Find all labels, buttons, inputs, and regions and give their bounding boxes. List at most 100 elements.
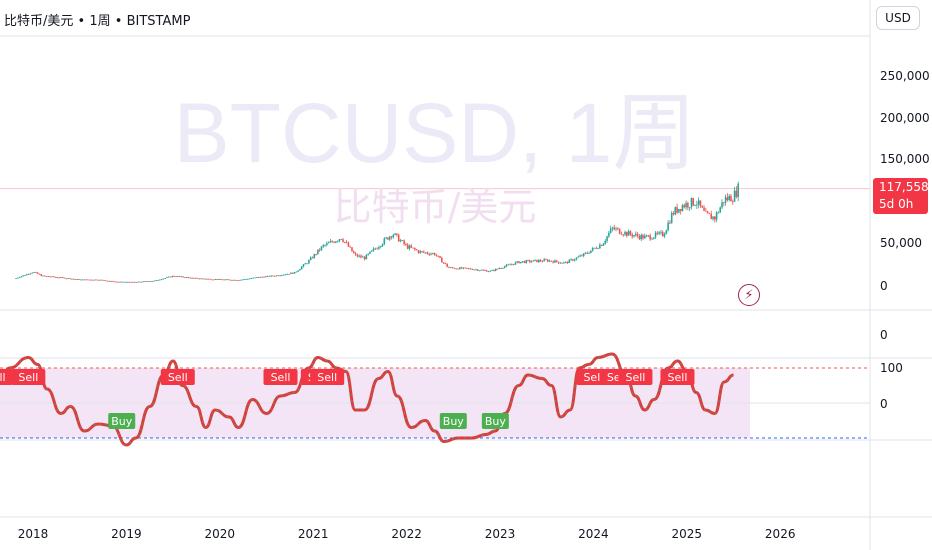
candle-body <box>239 279 242 281</box>
candle-body <box>247 278 249 280</box>
candle-body <box>315 254 317 255</box>
candle-body <box>546 259 549 262</box>
candle-body <box>441 257 443 263</box>
candle-body <box>15 278 17 279</box>
candle-body <box>329 241 332 243</box>
candle-body <box>683 205 686 208</box>
y-tick-label: 0 <box>880 328 888 342</box>
candle-body <box>331 241 334 242</box>
candle-body <box>376 248 378 250</box>
candle-body <box>626 231 628 236</box>
candle-body <box>49 276 52 278</box>
candle-body <box>88 279 91 281</box>
candle-body <box>588 253 590 254</box>
candle-body <box>273 275 276 277</box>
candle-body <box>108 280 111 282</box>
candle-body <box>162 278 165 280</box>
x-tick-label: 2023 <box>485 527 516 541</box>
lightning-icon[interactable]: ⚡ <box>738 284 760 306</box>
candle-body <box>227 279 229 281</box>
bar-countdown: 5d 0h <box>879 197 914 211</box>
candle-body <box>155 280 158 281</box>
candle-body <box>196 277 199 279</box>
candle-body <box>688 207 691 209</box>
y-tick-label: 250,000 <box>880 69 930 83</box>
candle-body <box>69 278 71 280</box>
candle-body <box>299 269 301 271</box>
candle-body <box>159 279 161 281</box>
candle-body <box>462 267 465 269</box>
candle-body <box>282 274 285 276</box>
buy-signal-label <box>108 413 136 429</box>
interval[interactable]: 1周 <box>89 14 111 29</box>
candle-body <box>730 195 732 202</box>
y-tick-label: 200,000 <box>880 111 930 125</box>
candle-body <box>559 262 562 264</box>
candle-body <box>347 242 350 247</box>
candle-body <box>200 278 202 280</box>
candle-body <box>599 244 601 249</box>
candle-body <box>392 234 395 238</box>
sell-signal-label <box>660 369 695 385</box>
candle-body <box>17 277 19 279</box>
candle-body <box>405 244 407 245</box>
candle-body <box>221 279 224 281</box>
sell-signal-text: Sell <box>18 371 38 384</box>
candle-body <box>595 247 598 249</box>
candle-body <box>502 267 504 269</box>
currency-button[interactable]: USD <box>876 6 920 30</box>
candle-body <box>128 281 131 283</box>
candle-body <box>631 234 633 237</box>
candle-body <box>53 276 55 278</box>
symbol-title[interactable]: 比特币/美元 • 1周 • BITSTAMP <box>4 10 190 29</box>
candle-body <box>378 247 380 249</box>
candle-body <box>96 279 98 281</box>
candle-body <box>669 222 671 224</box>
candle-body <box>701 205 704 208</box>
candle-body <box>491 270 493 271</box>
candle-body <box>308 260 310 264</box>
candle-body <box>728 195 730 201</box>
x-tick-label: 2018 <box>18 527 49 541</box>
candle-body <box>180 276 183 278</box>
candle-body <box>112 281 114 282</box>
candle-body <box>234 279 237 281</box>
candle-body <box>679 209 682 211</box>
candle-body <box>469 268 472 270</box>
candle-body <box>106 280 109 282</box>
candle-body <box>356 254 359 257</box>
y-tick-label: 50,000 <box>880 236 922 250</box>
candle-body <box>550 260 553 262</box>
candle-body <box>577 256 580 258</box>
candle-body <box>541 261 544 262</box>
candle-body <box>446 263 448 267</box>
candle-body <box>712 216 714 220</box>
candle-body <box>63 277 66 279</box>
candle-body <box>182 276 184 278</box>
candle-body <box>388 236 391 240</box>
candle-body <box>87 279 89 281</box>
candle-body <box>115 281 118 283</box>
candle-body <box>58 277 61 279</box>
candle-body <box>342 239 344 242</box>
candle-body <box>706 211 709 214</box>
watermark-sub: 比特币/美元 <box>334 185 537 229</box>
candle-body <box>572 259 574 261</box>
candle-body <box>660 231 662 233</box>
candle-body <box>370 250 373 252</box>
candle-body <box>493 270 495 271</box>
candle-body <box>586 252 589 254</box>
candle-body <box>169 276 172 278</box>
candle-body <box>563 262 565 263</box>
candle-body <box>232 279 235 281</box>
candle-body <box>202 278 204 280</box>
candle-body <box>554 260 556 263</box>
candle-body <box>651 238 653 240</box>
axes: 2018 2019 2020 2021 2022 2023 2024 2025 2026 0 50,… <box>18 69 930 541</box>
candle-body <box>257 277 260 278</box>
candle-body <box>54 276 57 278</box>
candle-body <box>90 279 93 281</box>
candle-body <box>699 200 702 206</box>
candle-body <box>157 279 159 281</box>
